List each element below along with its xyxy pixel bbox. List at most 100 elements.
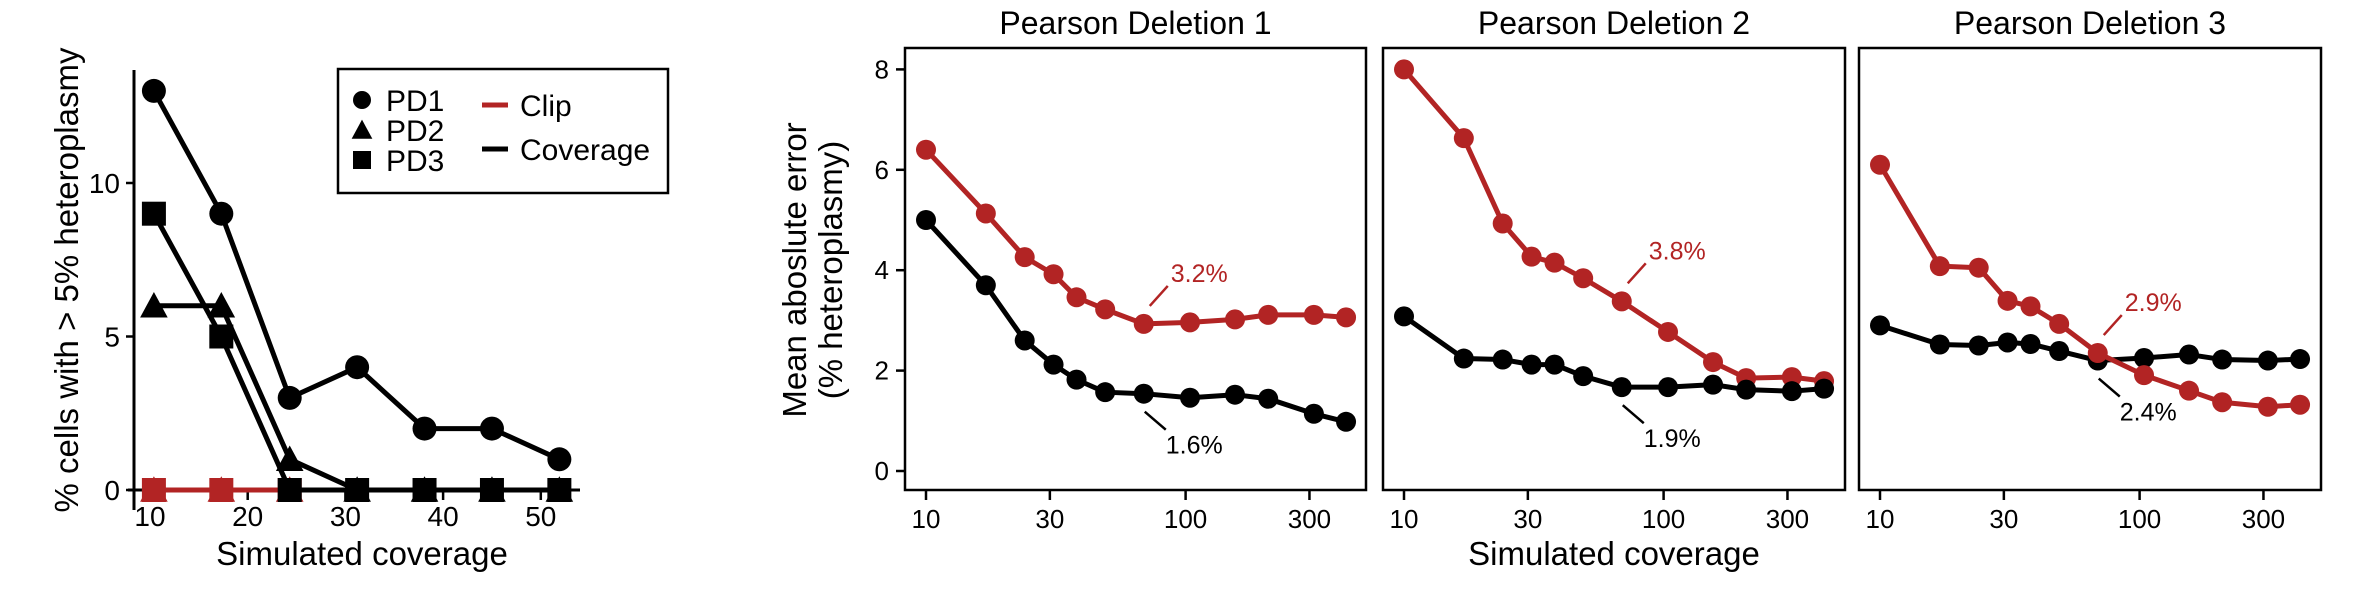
data-point: [975, 275, 996, 296]
y-tick-label: 6: [875, 155, 889, 185]
data-point: [1180, 387, 1201, 408]
data-point: [1303, 304, 1324, 325]
triangle-icon: [351, 119, 373, 139]
data-point: [916, 139, 936, 160]
y-tick-label: 0: [875, 456, 889, 486]
series-line: [1402, 67, 1825, 384]
legend-item-clip: Clip: [482, 90, 572, 123]
data-point: [1814, 378, 1835, 399]
data-point: [1258, 388, 1279, 409]
data-point: [2212, 392, 2233, 413]
x-tick-label: 100: [2118, 504, 2161, 534]
data-point: [1781, 367, 1802, 388]
data-point: [1544, 252, 1565, 273]
square-icon: [353, 151, 371, 169]
data-point: [1658, 321, 1679, 342]
left-y-tick-label: 0: [104, 475, 120, 506]
series-clip: [1870, 154, 2311, 417]
data-point-square: [141, 478, 166, 502]
x-tick-label: 300: [1288, 504, 1331, 534]
series-pd1-coverage: [141, 78, 572, 472]
x-tick-label: 30: [1513, 504, 1542, 534]
data-point: [2290, 394, 2311, 415]
x-tick-label: 30: [1035, 504, 1064, 534]
data-point: [2257, 396, 2278, 417]
data-point: [2212, 349, 2233, 370]
annotation-leader-line: [1626, 262, 1647, 285]
annotation-label: 2.4%: [2120, 399, 2177, 427]
panel-frame: [1857, 46, 2323, 492]
series-pd2-coverage: [140, 292, 574, 502]
data-point: [1521, 246, 1542, 267]
data-point: [1968, 257, 1989, 278]
left-chart-coverage-cells: % cells with > 5% heteroplasmy Simulated…: [48, 47, 670, 572]
series-coverage: [1870, 315, 2311, 371]
annotation-coverage: 1.9%: [1621, 404, 1701, 453]
data-point-square: [209, 478, 234, 502]
data-point: [1066, 287, 1087, 308]
panel-title: Pearson Deletion 3: [1954, 5, 2226, 41]
data-point-square: [412, 478, 437, 502]
y-tick-label: 8: [875, 54, 889, 84]
data-point-square: [345, 478, 370, 502]
data-point: [1014, 330, 1035, 351]
data-point: [1492, 349, 1513, 370]
legend-label: PD3: [386, 145, 444, 178]
data-point: [1453, 128, 1474, 149]
data-point-triangle: [140, 292, 168, 318]
data-point-triangle: [207, 292, 236, 318]
data-point-circle: [479, 416, 504, 441]
data-point: [2087, 343, 2108, 364]
shared-x-axis-label: Simulated coverage: [1468, 535, 1760, 572]
data-point: [1997, 290, 2018, 311]
x-tick-label: 10: [1866, 504, 1895, 534]
legend-box: [336, 67, 670, 195]
annotation-label: 1.9%: [1644, 425, 1701, 453]
data-point: [1997, 332, 2018, 353]
data-point-circle: [547, 447, 572, 472]
data-point: [1336, 411, 1357, 432]
series-pd3-coverage: [141, 201, 572, 502]
data-point-square: [479, 478, 504, 502]
legend-item-pd3: PD3: [353, 145, 444, 178]
data-point: [1703, 374, 1724, 395]
legend-item-pd1: PD1: [353, 85, 444, 118]
left-plot-area: 0 5 10 10 20 30 40 50: [89, 70, 580, 532]
data-point: [1781, 381, 1802, 402]
annotation-label: 3.8%: [1649, 237, 1706, 265]
data-point: [1095, 382, 1116, 403]
annotation-leader-line: [2097, 377, 2121, 398]
data-point: [1573, 268, 1594, 289]
series-line: [924, 148, 1347, 327]
data-point: [1394, 59, 1414, 80]
data-point: [2134, 348, 2155, 369]
annotation-clip: 3.8%: [1626, 237, 1706, 285]
data-point-square: [277, 478, 302, 502]
series-line: [151, 212, 560, 493]
data-point-circle: [277, 385, 302, 410]
x-tick-label: 100: [1642, 504, 1685, 534]
data-point: [1043, 264, 1064, 285]
left-x-tick-label: 20: [232, 501, 263, 532]
left-x-axis-label: Simulated coverage: [216, 535, 508, 572]
shared-y-axis-label: Mean aboslute error (% heteroplasmy): [776, 122, 849, 417]
left-x-tick-label: 30: [330, 501, 361, 532]
legend-item-coverage: Coverage: [482, 134, 650, 167]
data-point-circle: [412, 416, 437, 441]
data-point: [2020, 296, 2041, 317]
panel-pearson-deletion-1: Pearson Deletion 1 10 30 100 300 0 2 4 6 8 3.2% 1.6…: [875, 5, 1368, 534]
annotation-leader-line: [1148, 285, 1169, 307]
left-y-axis-label: % cells with > 5% heteroplasmy: [48, 47, 85, 512]
data-point: [1736, 379, 1757, 400]
data-point: [1573, 366, 1594, 387]
circle-icon: [353, 91, 371, 109]
data-point: [1521, 354, 1542, 375]
data-point: [2257, 350, 2278, 371]
data-point-circle: [345, 355, 370, 380]
legend-item-pd2: PD2: [351, 115, 444, 148]
data-point-square: [547, 478, 572, 502]
data-point: [1394, 306, 1414, 327]
left-x-tick-label: 50: [525, 501, 556, 532]
data-point: [2020, 333, 2041, 354]
